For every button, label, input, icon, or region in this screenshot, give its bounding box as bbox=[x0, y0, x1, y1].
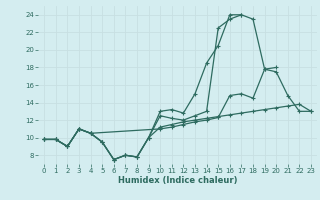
X-axis label: Humidex (Indice chaleur): Humidex (Indice chaleur) bbox=[118, 176, 237, 185]
